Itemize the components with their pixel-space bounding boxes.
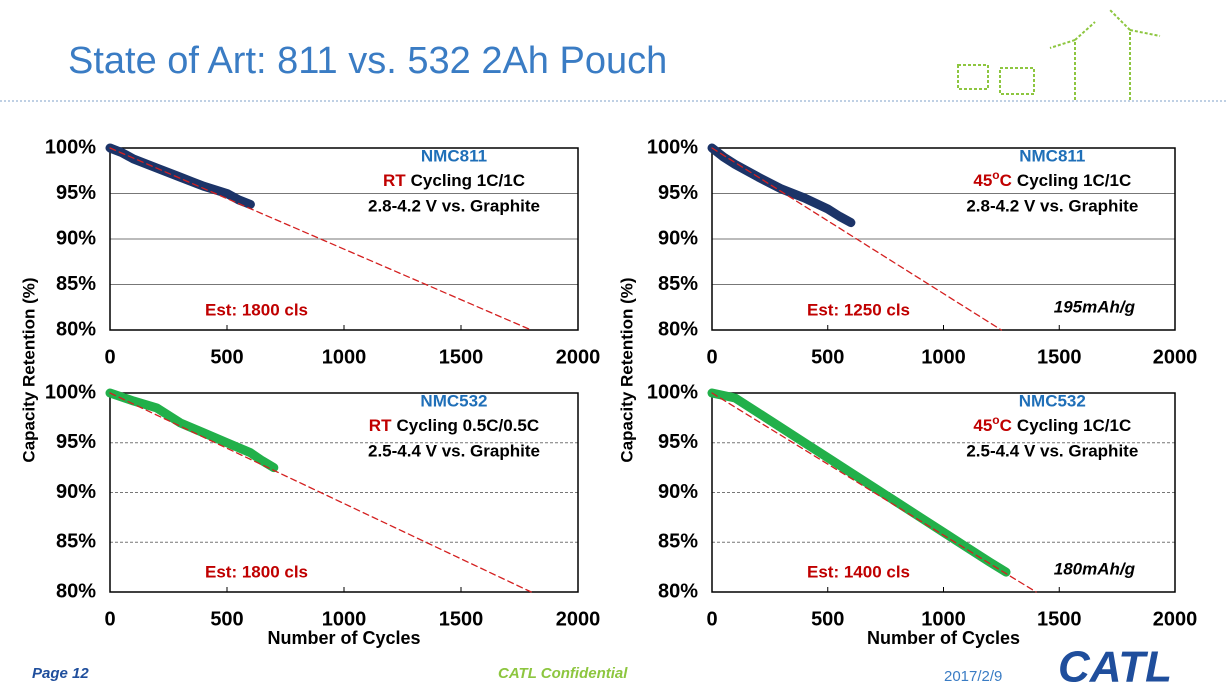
y-axis-label: Capacity Retention (%) — [19, 277, 38, 462]
data-line — [707, 388, 1011, 577]
slide-title: State of Art: 811 vs. 532 2Ah Pouch — [68, 40, 667, 82]
x-tick-label: 1000 — [921, 346, 966, 368]
condition-highlight: 45 — [973, 171, 992, 190]
voltage: 2.8-4.2 V vs. Graphite — [966, 196, 1138, 215]
y-tick-label: 95% — [658, 431, 698, 453]
y-tick-label: 95% — [658, 182, 698, 204]
y-tick-label: 100% — [45, 381, 96, 403]
x-tick-label: 2000 — [556, 608, 601, 630]
x-tick-label: 500 — [811, 346, 844, 368]
logo: CATL — [1058, 643, 1172, 689]
x-tick-label: 500 — [811, 608, 844, 630]
y-tick-label: 90% — [658, 481, 698, 503]
material: NMC811 — [1019, 146, 1085, 165]
estimate: Est: 1400 cls — [807, 562, 910, 581]
x-tick-label: 0 — [706, 346, 717, 368]
x-tick-label: 2000 — [1153, 346, 1198, 368]
plot-frame — [109, 147, 579, 331]
condition-highlight: C — [1000, 416, 1012, 435]
decoration — [957, 9, 1161, 100]
data-line — [105, 143, 255, 209]
x-tick-label: 0 — [104, 346, 115, 368]
x-tick-label: 2000 — [556, 346, 601, 368]
voltage: 2.5-4.4 V vs. Graphite — [368, 441, 540, 460]
estimate: Est: 1800 cls — [205, 300, 308, 319]
y-tick-label: 85% — [658, 531, 698, 553]
data-line — [707, 143, 856, 228]
y-tick-label: 90% — [56, 227, 96, 249]
condition: RT Cycling 1C/1C — [383, 171, 525, 190]
voltage: 2.5-4.4 V vs. Graphite — [966, 441, 1138, 460]
trend-line — [711, 392, 1037, 593]
y-tick-label: 90% — [658, 227, 698, 249]
condition-text: Cycling 0.5C/0.5C — [396, 416, 539, 435]
y-tick-label: 95% — [56, 431, 96, 453]
y-tick-label: 85% — [56, 273, 96, 295]
x-tick-label: 0 — [706, 608, 717, 630]
x-tick-label: 1500 — [1037, 346, 1082, 368]
trend-line — [109, 147, 532, 331]
y-tick-label: 100% — [647, 136, 698, 158]
condition-text: Cycling 1C/1C — [1017, 171, 1131, 190]
capacity: 180mAh/g — [1054, 559, 1136, 578]
trend-line — [109, 392, 532, 593]
x-tick-label: 1000 — [921, 608, 966, 630]
x-tick-label: 500 — [210, 608, 243, 630]
condition: 45oC Cycling 1C/1C — [973, 413, 1131, 435]
estimate: Est: 1800 cls — [205, 562, 308, 581]
x-axis-label: Number of Cycles — [267, 628, 420, 648]
y-tick-label: 95% — [56, 182, 96, 204]
estimate: Est: 1250 cls — [807, 300, 910, 319]
condition-text: Cycling 1C/1C — [1017, 416, 1131, 435]
y-tick-label: 80% — [56, 318, 96, 340]
condition: 45oC Cycling 1C/1C — [973, 168, 1131, 190]
condition-highlight: RT — [369, 416, 392, 435]
plot-frame — [711, 147, 1176, 331]
x-tick-label: 1500 — [1037, 608, 1082, 630]
x-tick-label: 0 — [104, 608, 115, 630]
y-tick-label: 90% — [56, 481, 96, 503]
plot-frame — [109, 392, 579, 593]
x-axis-label: Number of Cycles — [867, 628, 1020, 648]
voltage: 2.8-4.2 V vs. Graphite — [368, 196, 540, 215]
y-tick-label: 80% — [658, 318, 698, 340]
material: NMC532 — [420, 391, 487, 410]
condition-highlight: C — [1000, 171, 1012, 190]
condition-highlight: RT — [383, 171, 406, 190]
x-tick-label: 1000 — [322, 608, 367, 630]
y-tick-label: 100% — [45, 136, 96, 158]
condition-highlight: o — [992, 413, 999, 427]
plot-frame — [711, 392, 1176, 593]
x-tick-label: 1500 — [439, 608, 484, 630]
date: 2017/2/9 — [944, 668, 1002, 685]
condition-text: Cycling 1C/1C — [411, 171, 525, 190]
y-tick-label: 80% — [658, 580, 698, 602]
page-number: Page 12 — [32, 665, 89, 682]
x-tick-label: 1000 — [322, 346, 367, 368]
x-tick-label: 2000 — [1153, 608, 1198, 630]
condition-highlight: o — [992, 168, 999, 182]
material: NMC811 — [421, 146, 487, 165]
y-tick-label: 85% — [658, 273, 698, 295]
condition: RT Cycling 0.5C/0.5C — [369, 416, 539, 435]
capacity: 195mAh/g — [1054, 297, 1136, 316]
x-tick-label: 1500 — [439, 346, 484, 368]
x-tick-label: 500 — [210, 346, 243, 368]
y-tick-label: 80% — [56, 580, 96, 602]
material: NMC532 — [1019, 391, 1086, 410]
data-line — [105, 388, 279, 473]
y-tick-label: 85% — [56, 531, 96, 553]
confidential: CATL Confidential — [498, 665, 628, 682]
condition-highlight: 45 — [973, 416, 992, 435]
trend-line — [711, 147, 1003, 331]
y-axis-label: Capacity Retention (%) — [617, 277, 636, 462]
y-tick-label: 100% — [647, 381, 698, 403]
